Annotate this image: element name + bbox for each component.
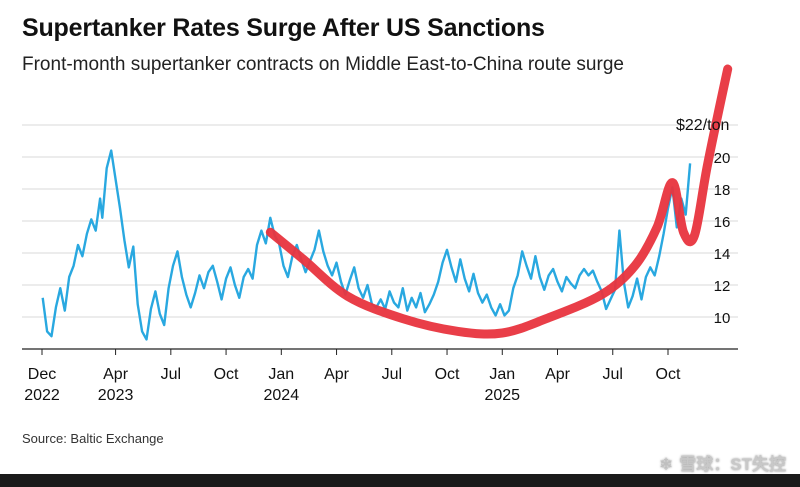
watermark-text: 雪球：ST失控 — [679, 455, 786, 474]
x-tick-label: Oct — [435, 366, 460, 383]
x-tick-label: Oct — [656, 366, 681, 383]
y-tick-label: 12 — [714, 278, 731, 295]
snowball-icon: ❄ — [659, 455, 674, 474]
chart-title: Supertanker Rates Surge After US Sanctio… — [22, 14, 545, 42]
y-tick-label: 14 — [714, 246, 731, 263]
x-tick-year-label: 2025 — [484, 387, 520, 404]
y-tick-label: 18 — [714, 182, 731, 199]
x-axis: Dec 2022 Apr 2023 Jul Oct Jan 2024 Apr Jul Oct Jan 2… — [22, 348, 738, 404]
series-line — [41, 149, 692, 341]
x-tick-label: Apr — [545, 366, 571, 383]
x-tick-label: Jan — [489, 366, 515, 383]
y-tick-label: 16 — [714, 214, 731, 231]
series-layer — [41, 149, 692, 341]
x-tick-label: Jul — [603, 366, 623, 383]
y-tick-label: 10 — [714, 310, 731, 327]
annotation-layer — [265, 64, 733, 339]
x-tick-year-label: 2023 — [98, 387, 134, 404]
bottom-strip — [0, 474, 800, 487]
watermark: ❄ 雪球：ST失控 — [659, 450, 786, 475]
annotation-curve — [265, 64, 733, 339]
x-tick-label: Jul — [382, 366, 402, 383]
y-axis: 10 12 14 16 18 20 — [714, 150, 731, 327]
y-axis-unit-label: $22/ton — [676, 117, 729, 134]
x-tick-label: Apr — [324, 366, 350, 383]
x-tick-label: Jul — [161, 366, 181, 383]
chart-subtitle: Front-month supertanker contracts on Mid… — [22, 54, 624, 75]
source-note: Source: Baltic Exchange — [22, 431, 164, 446]
y-tick-label: 20 — [714, 150, 731, 167]
gridlines — [22, 124, 738, 318]
x-tick-label: Oct — [214, 366, 239, 383]
x-tick-label: Apr — [103, 366, 129, 383]
x-tick-label: Jan — [268, 366, 294, 383]
x-tick-label: Dec — [28, 366, 56, 383]
x-tick-year-label: 2022 — [24, 387, 60, 404]
x-tick-year-label: 2024 — [264, 387, 300, 404]
